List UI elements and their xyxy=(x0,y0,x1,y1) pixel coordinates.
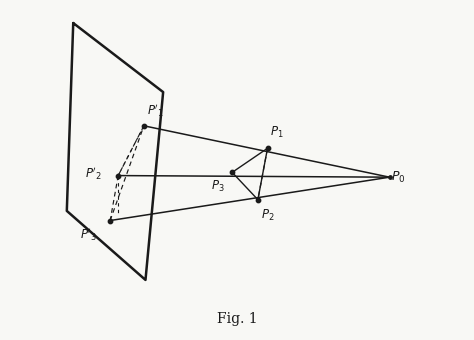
Point xyxy=(106,218,114,223)
Text: $P'_1$: $P'_1$ xyxy=(147,103,164,119)
Text: $P'_3$: $P'_3$ xyxy=(80,226,97,242)
Text: $P_3$: $P_3$ xyxy=(210,179,224,194)
Point xyxy=(386,174,393,180)
Point xyxy=(264,146,271,151)
Text: Fig. 1: Fig. 1 xyxy=(217,312,257,326)
Point xyxy=(114,173,122,178)
Text: $P_2$: $P_2$ xyxy=(261,208,274,223)
Point xyxy=(228,170,236,175)
Text: $P_1$: $P_1$ xyxy=(270,125,283,140)
Point xyxy=(254,197,262,202)
Text: $P_0$: $P_0$ xyxy=(391,170,406,185)
Point xyxy=(140,123,148,129)
Text: $P'_2$: $P'_2$ xyxy=(85,165,102,182)
